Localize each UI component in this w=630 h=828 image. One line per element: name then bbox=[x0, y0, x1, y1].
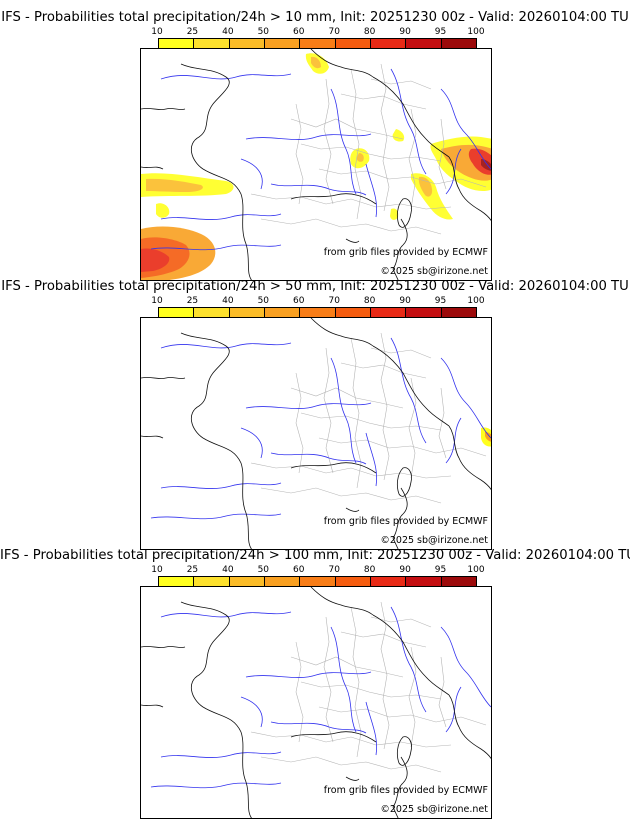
copyright-credit: ©2025 sb@irizone.net bbox=[380, 804, 488, 815]
colorbar-swatch bbox=[370, 577, 407, 586]
colorbar-swatch bbox=[300, 308, 336, 317]
colorbar-tick-label: 40 bbox=[222, 27, 234, 37]
colorbar-swatch bbox=[300, 39, 336, 48]
colorbar-swatch bbox=[159, 577, 195, 586]
probability-map: from grib files provided by ECMWF ©2025 … bbox=[140, 586, 492, 819]
colorbar-swatch bbox=[229, 577, 265, 586]
colorbar-tick-label: 90 bbox=[399, 296, 411, 306]
colorbar-tick-label: 50 bbox=[257, 27, 270, 37]
colorbar-swatch bbox=[335, 308, 371, 317]
source-credit: from grib files provided by ECMWF bbox=[323, 785, 488, 796]
colorbar-tick-label: 70 bbox=[328, 27, 340, 37]
colorbar-swatch bbox=[406, 577, 442, 586]
colorbar-tick-label: 90 bbox=[399, 27, 411, 37]
colorbar-swatch bbox=[335, 577, 371, 586]
colorbar-swatch bbox=[194, 577, 230, 586]
colorbar-tick-label: 40 bbox=[222, 296, 234, 306]
colorbar-swatch bbox=[229, 39, 265, 48]
colorbar-swatch bbox=[194, 308, 230, 317]
colorbar-swatch bbox=[159, 308, 195, 317]
panel-title: IFS - Probabilities total precipitation/… bbox=[0, 548, 630, 563]
colorbar-tick-label: 80 bbox=[363, 565, 376, 575]
colorbar-tick-label: 100 bbox=[467, 296, 485, 306]
colorbar-tick-label: 60 bbox=[293, 565, 305, 575]
colorbar-swatch bbox=[194, 39, 230, 48]
colorbar-swatch bbox=[370, 39, 407, 48]
colorbar-tick-label: 60 bbox=[293, 296, 305, 306]
copyright-credit: ©2025 sb@irizone.net bbox=[380, 535, 488, 546]
colorbar-tick-label: 25 bbox=[186, 565, 199, 575]
colorbar-swatch bbox=[229, 308, 265, 317]
colorbar-labels: 10 25 40 50 60 70 80 90 95 100 bbox=[151, 296, 484, 306]
colorbar-tick-label: 25 bbox=[186, 296, 199, 306]
colorbar-tick-label: 50 bbox=[257, 565, 270, 575]
panel-precip-10mm: IFS - Probabilities total precipitation/… bbox=[0, 10, 630, 281]
colorbar-swatch bbox=[370, 308, 407, 317]
colorbar-swatch bbox=[300, 577, 336, 586]
probability-map: from grib files provided by ECMWF ©2025 … bbox=[140, 317, 492, 550]
colorbar-swatch bbox=[406, 39, 442, 48]
colorbar-swatch bbox=[159, 39, 195, 48]
panel-precip-100mm: IFS - Probabilities total precipitation/… bbox=[0, 548, 630, 819]
colorbar-tick-label: 10 bbox=[151, 27, 163, 37]
source-credit: from grib files provided by ECMWF bbox=[323, 247, 488, 258]
colorbar-tick-label: 100 bbox=[467, 565, 485, 575]
colorbar-tick-label: 10 bbox=[151, 296, 163, 306]
colorbar-labels: 10 25 40 50 60 70 80 90 95 100 bbox=[151, 27, 484, 37]
panel-precip-50mm: IFS - Probabilities total precipitation/… bbox=[0, 279, 630, 550]
colorbar-tick-label: 100 bbox=[467, 27, 485, 37]
colorbar-tick-label: 40 bbox=[222, 565, 234, 575]
colorbar-tick-label: 95 bbox=[434, 296, 447, 306]
colorbar-tick-label: 70 bbox=[328, 565, 340, 575]
colorbar-swatch bbox=[264, 577, 301, 586]
source-credit: from grib files provided by ECMWF bbox=[323, 516, 488, 527]
colorbar-swatch bbox=[441, 577, 476, 586]
colorbar-tick-label: 80 bbox=[363, 296, 376, 306]
copyright-credit: ©2025 sb@irizone.net bbox=[380, 266, 488, 277]
colorbar-tick-label: 95 bbox=[434, 27, 447, 37]
colorbar-swatch bbox=[441, 39, 476, 48]
colorbar-swatch bbox=[264, 308, 301, 317]
colorbar-tick-label: 60 bbox=[293, 27, 305, 37]
colorbar-swatch bbox=[264, 39, 301, 48]
probability-map: from grib files provided by ECMWF ©2025 … bbox=[140, 48, 492, 281]
colorbar-tick-label: 10 bbox=[151, 565, 163, 575]
colorbar-tick-label: 25 bbox=[186, 27, 199, 37]
colorbar-tick-label: 80 bbox=[363, 27, 376, 37]
panel-title: IFS - Probabilities total precipitation/… bbox=[1, 10, 629, 25]
colorbar-swatch bbox=[441, 308, 476, 317]
colorbar-tick-label: 90 bbox=[399, 565, 411, 575]
colorbar-swatch bbox=[406, 308, 442, 317]
panel-title: IFS - Probabilities total precipitation/… bbox=[1, 279, 629, 294]
colorbar-tick-label: 95 bbox=[434, 565, 447, 575]
colorbar-labels: 10 25 40 50 60 70 80 90 95 100 bbox=[151, 565, 484, 575]
colorbar-tick-label: 50 bbox=[257, 296, 270, 306]
colorbar-swatch bbox=[335, 39, 371, 48]
colorbar-tick-label: 70 bbox=[328, 296, 340, 306]
